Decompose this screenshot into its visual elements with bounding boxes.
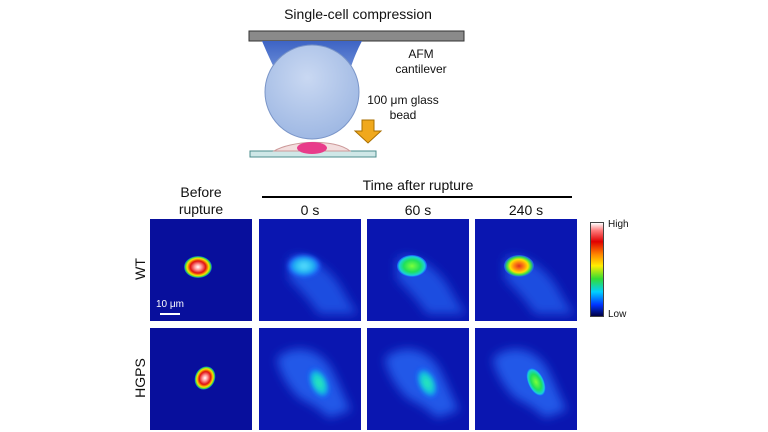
- glass-bead: [264, 44, 360, 140]
- colorbar: [590, 222, 604, 317]
- cantilever-bar: [248, 30, 465, 42]
- before-rupture-header: Before rupture: [178, 184, 224, 217]
- bead-label: 100 μm glass bead: [367, 93, 439, 122]
- time-label-1: 60 s: [404, 202, 432, 218]
- time-header-line: [262, 196, 572, 198]
- panel-wt-240s: [475, 219, 577, 321]
- time-label-0: 0 s: [300, 202, 320, 218]
- row-label-hgps: HGPS: [132, 358, 148, 398]
- panel-hgps-before: [150, 328, 252, 430]
- panel-wt-before: [150, 219, 252, 321]
- colorbar-low-label: Low: [608, 309, 627, 320]
- panel-hgps-0s: [259, 328, 361, 430]
- panel-hgps-240s: [475, 328, 577, 430]
- panel-wt-0s: [259, 219, 361, 321]
- time-label-2: 240 s: [508, 202, 544, 218]
- panel-wt-60s: [367, 219, 469, 321]
- panel-hgps-60s: [367, 328, 469, 430]
- time-after-rupture-header: Time after rupture: [362, 177, 474, 193]
- cantilever-label: AFM cantilever: [395, 47, 447, 76]
- compression-arrow-icon: [353, 119, 383, 144]
- cell-nucleus: [297, 142, 327, 154]
- colorbar-high-label: High: [608, 219, 629, 230]
- afm-schematic: [248, 30, 465, 158]
- row-label-wt: WT: [132, 258, 148, 280]
- scale-bar-label: 10 μm: [156, 299, 184, 310]
- scale-bar: [160, 313, 180, 315]
- diagram-title: Single-cell compression: [284, 6, 432, 22]
